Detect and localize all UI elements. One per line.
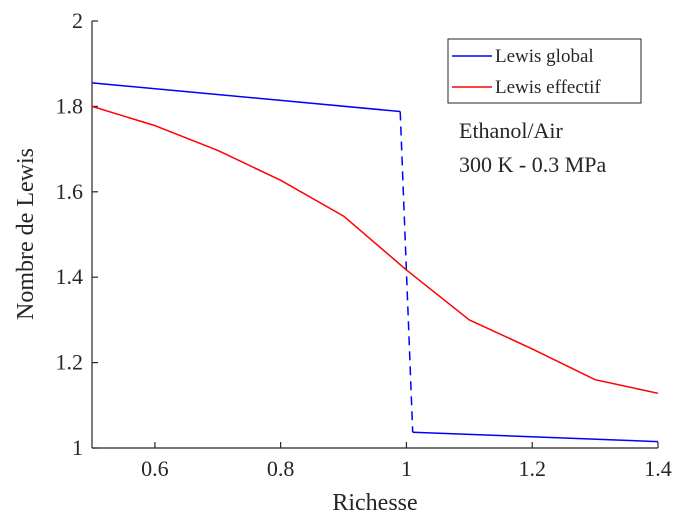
plot-area: 0.6 0.8 1 1.2 1.4 1 1.2 1.4 1.6 1.8 2 (56, 8, 672, 481)
annotation-line-2: 300 K - 0.3 MPa (459, 152, 607, 177)
y-ticks: 1 1.2 1.4 1.6 1.8 2 (56, 8, 98, 460)
x-ticks: 0.6 0.8 1 1.2 1.4 (141, 442, 672, 481)
y-tick-label: 1 (72, 435, 83, 460)
series-layer (91, 82, 659, 443)
series-line-lewis-global (412, 431, 659, 443)
x-axis-title: Richesse (332, 490, 417, 516)
legend-label-lewis-effectif: Lewis effectif (495, 77, 601, 98)
y-tick-label: 2 (72, 8, 83, 33)
series-line-lewis-global (91, 82, 401, 113)
x-tick-label: 1 (401, 456, 412, 481)
x-tick-label: 0.8 (267, 456, 295, 481)
legend: Lewis global Lewis effectif (447, 38, 642, 104)
annotation-line-1: Ethanol/Air (459, 118, 564, 143)
series-line-lewis-effectif (91, 105, 659, 395)
legend-box (447, 38, 642, 104)
x-tick-label: 1.4 (644, 456, 672, 481)
y-tick-label: 1.4 (56, 264, 84, 289)
legend-label-lewis-global: Lewis global (495, 46, 594, 67)
y-tick-label: 1.8 (56, 93, 84, 118)
x-tick-label: 1.2 (518, 456, 546, 481)
y-tick-label: 1.6 (56, 179, 84, 204)
series-line-lewis-global (399, 111, 414, 433)
annotation: Ethanol/Air 300 K - 0.3 MPa (459, 118, 607, 177)
y-axis-title: Nombre de Lewis (13, 148, 39, 320)
x-tick-label: 0.6 (141, 456, 169, 481)
y-tick-label: 1.2 (56, 350, 84, 375)
